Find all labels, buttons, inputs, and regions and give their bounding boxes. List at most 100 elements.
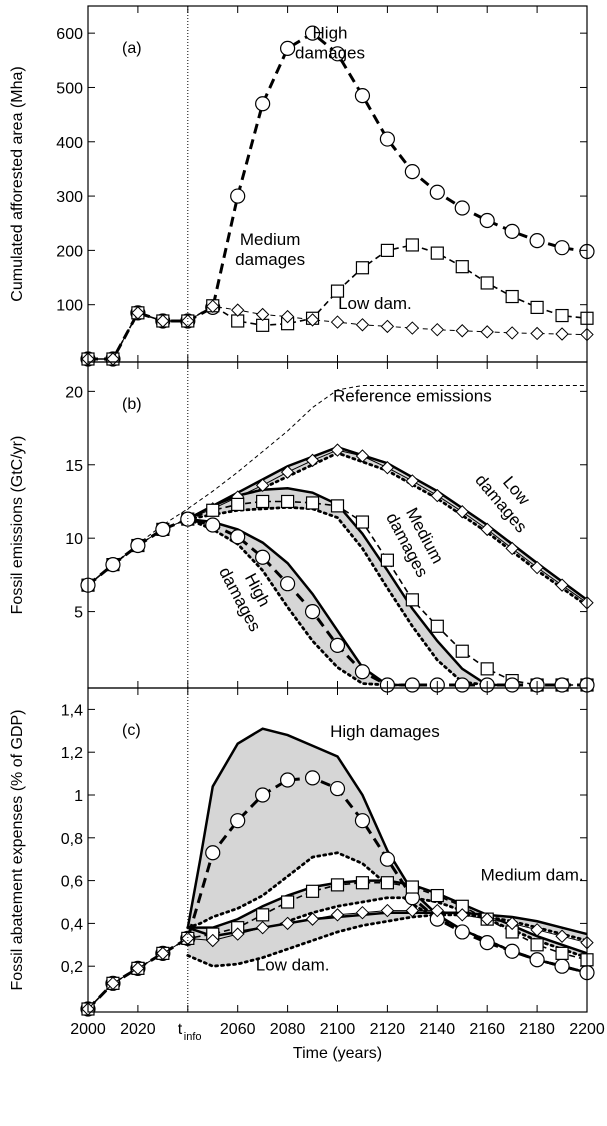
point-1-1-10 (330, 443, 345, 457)
y-tick-label-1-0: 5 (74, 605, 83, 622)
point-0-2-8 (280, 309, 295, 324)
y-tick-label-1-3: 20 (65, 384, 83, 401)
annotation-2-2: Low dam. (256, 955, 330, 974)
point-2-0-10 (329, 780, 346, 797)
point-2-2-17 (505, 916, 519, 931)
point-2-0-12 (379, 851, 395, 867)
point-2-1-13 (405, 880, 419, 894)
y-tick-label-0-2: 300 (56, 189, 83, 206)
y-tick-label-1-2: 15 (65, 458, 83, 475)
point-0-1-10 (330, 284, 345, 298)
x-tick-label-10: 2200 (569, 1021, 605, 1038)
point-1-3-2 (130, 537, 146, 554)
point-2-0-8 (280, 772, 296, 788)
point-1-3-8 (280, 576, 296, 592)
point-0-0-13 (404, 164, 420, 180)
point-1-3-17 (504, 677, 520, 693)
annotation-2-0: High damages (330, 722, 440, 741)
point-2-2-10 (330, 908, 345, 922)
band-area-1-1 (187, 488, 513, 685)
point-0-2-17 (505, 326, 519, 340)
point-2-0-7 (255, 787, 271, 803)
point-1-3-7 (255, 549, 271, 565)
x-tick-label-0: 2000 (70, 1021, 106, 1038)
band-lower-2-2 (186, 913, 589, 968)
y-tick-label-1-1: 10 (65, 531, 83, 548)
point-1-1-12 (380, 461, 395, 475)
annotation-line-0-0-0: High (313, 24, 348, 43)
point-2-2-15 (455, 908, 469, 922)
point-0-2-3 (156, 314, 170, 328)
point-2-0-11 (354, 813, 371, 829)
y-tick-label-0-0: 100 (56, 298, 83, 315)
point-1-2-5 (206, 503, 220, 517)
x-tick-label-6: 2120 (370, 1021, 406, 1038)
point-2-1-19 (555, 946, 569, 960)
annotation-line-2-2-0: Low dam. (256, 955, 330, 974)
point-2-1-11 (355, 876, 370, 890)
point-1-2-14 (430, 619, 444, 633)
point-2-2-1 (106, 976, 120, 991)
point-2-2-11 (355, 905, 370, 920)
panel-tag-0: (a) (122, 40, 142, 57)
point-1-3-19 (554, 677, 570, 693)
point-1-3-3 (155, 521, 171, 537)
point-1-1-8 (280, 465, 295, 479)
x-tick-label-7: 2140 (420, 1021, 456, 1038)
point-2-2-18 (530, 923, 544, 937)
point-2-1-7 (256, 908, 270, 922)
point-1-3-1 (105, 557, 121, 573)
y-tick-label-0-4: 500 (56, 80, 83, 97)
x-tick-label-4: 2080 (270, 1021, 306, 1038)
point-0-2-16 (480, 325, 494, 339)
annotation-line-1-0-0: Reference emissions (333, 387, 492, 406)
point-1-1-17 (505, 541, 519, 556)
point-2-2-19 (555, 929, 569, 943)
point-2-1-8 (281, 895, 295, 909)
point-2-2-12 (380, 903, 395, 918)
point-1-3-10 (329, 637, 346, 653)
point-1-1-7 (255, 478, 270, 493)
annotation-0-2: Low dam. (338, 294, 412, 313)
point-1-1-14 (430, 488, 445, 503)
point-0-0-16 (479, 212, 495, 229)
y-tick-label-0-1: 200 (56, 243, 83, 260)
point-0-0-19 (554, 240, 570, 256)
point-2-0-17 (504, 943, 520, 959)
point-0-2-14 (430, 322, 445, 337)
x-tick-label-5: 2100 (320, 1021, 356, 1038)
y-tick-label-2-6: 1,4 (61, 702, 83, 719)
point-1-2-6 (231, 497, 245, 512)
point-1-1-11 (355, 449, 370, 463)
point-0-0-10 (329, 46, 346, 62)
point-1-1-9 (305, 453, 320, 468)
annotation-line-0-1-1: damages (235, 250, 305, 269)
panel-tag-1: (b) (122, 396, 142, 413)
point-0-1-18 (530, 300, 544, 315)
point-2-2-13 (405, 903, 420, 918)
point-1-2-13 (405, 593, 419, 607)
point-1-3-4 (180, 511, 196, 527)
y-tick-label-2-4: 1 (74, 788, 83, 805)
point-0-1-12 (380, 243, 394, 257)
band-lower-1-2 (186, 517, 414, 687)
point-1-2-8 (281, 494, 295, 509)
point-2-2-16 (480, 912, 494, 926)
point-1-2-16 (480, 662, 494, 676)
point-1-2-15 (455, 644, 469, 658)
y-tick-label-2-3: 0,8 (61, 831, 83, 848)
point-2-1-14 (430, 888, 444, 903)
point-0-0-7 (255, 96, 271, 112)
point-1-2-7 (256, 494, 270, 509)
point-0-2-7 (255, 307, 270, 322)
point-0-0-12 (379, 131, 395, 147)
point-2-0-18 (529, 952, 545, 968)
band-area-1-2 (187, 519, 413, 685)
x-tick-label-1: 2020 (120, 1021, 156, 1038)
point-0-1-17 (505, 289, 519, 304)
point-1-2-10 (330, 499, 345, 513)
point-0-2-18 (530, 326, 544, 341)
